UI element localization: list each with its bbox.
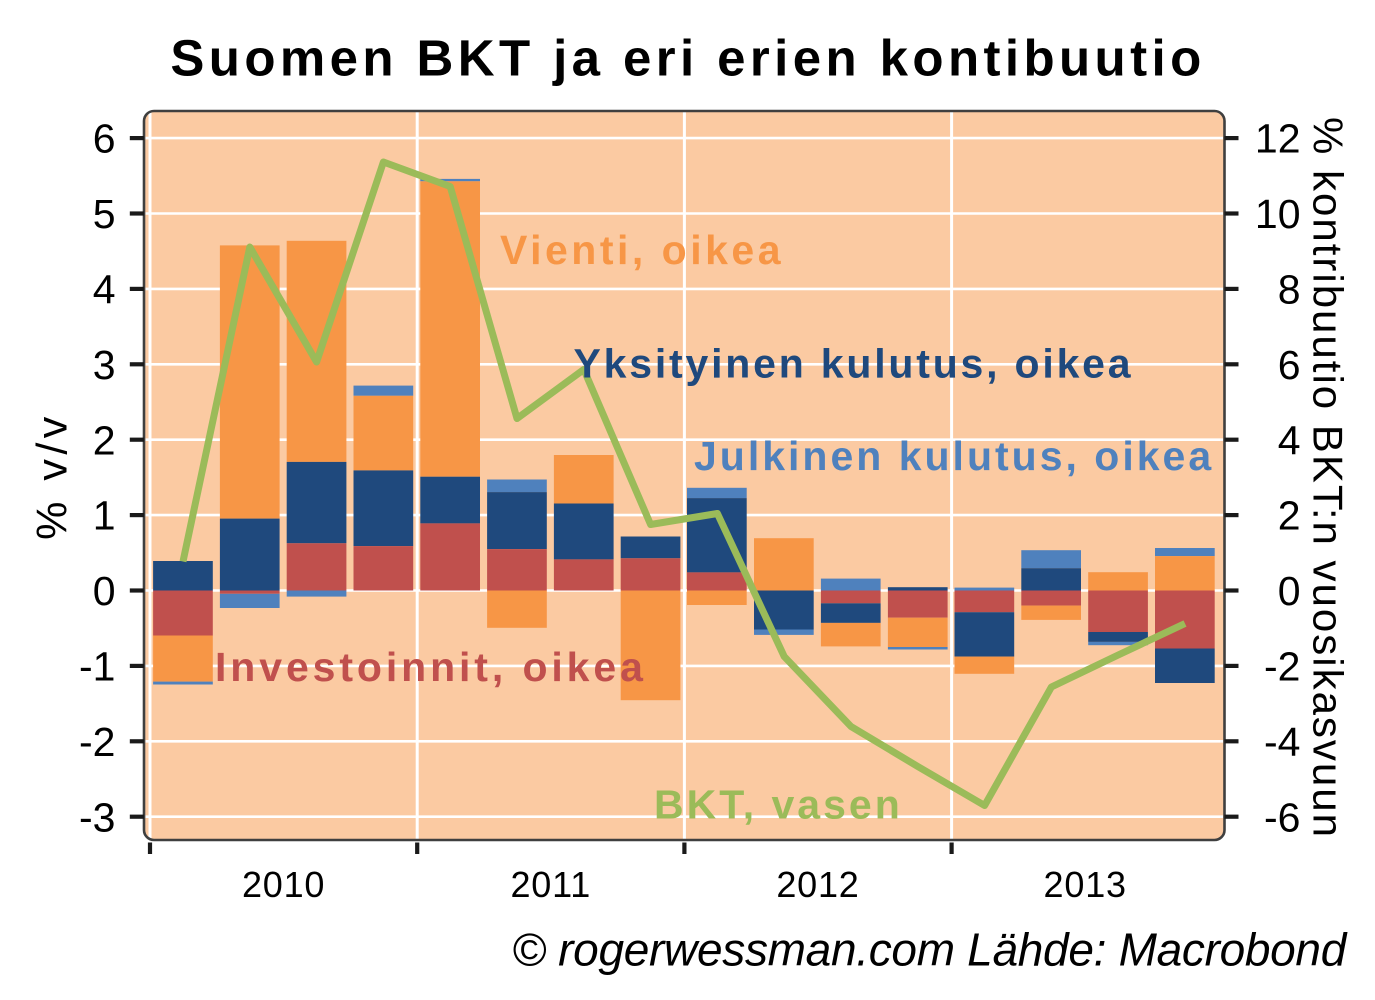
- svg-text:2012: 2012: [776, 864, 859, 905]
- svg-text:-4: -4: [1264, 719, 1300, 765]
- svg-text:© rogerwessman.com Lähde: Macr: © rogerwessman.com Lähde: Macrobond: [512, 924, 1348, 976]
- svg-text:% kontribuutio BKT:n vuosikasv: % kontribuutio BKT:n vuosikasvuun: [1305, 117, 1352, 839]
- svg-text:% v/v: % v/v: [29, 412, 77, 540]
- svg-text:6: 6: [1278, 342, 1301, 388]
- svg-text:Investoinnit, oikea: Investoinnit, oikea: [215, 644, 647, 690]
- svg-text:6: 6: [93, 116, 116, 162]
- svg-text:-3: -3: [79, 794, 115, 840]
- svg-text:5: 5: [93, 191, 116, 237]
- svg-text:0: 0: [93, 568, 116, 614]
- svg-text:3: 3: [93, 342, 116, 388]
- svg-text:Suomen BKT ja eri erien kontib: Suomen BKT ja eri erien kontibuutio: [170, 30, 1205, 87]
- svg-text:Vienti, oikea: Vienti, oikea: [500, 227, 784, 273]
- svg-text:-6: -6: [1264, 794, 1300, 840]
- svg-text:-1: -1: [79, 644, 115, 690]
- svg-text:12: 12: [1255, 116, 1301, 162]
- svg-text:2: 2: [1278, 493, 1301, 539]
- svg-text:2013: 2013: [1044, 864, 1127, 905]
- svg-text:1: 1: [93, 493, 116, 539]
- svg-text:BKT, vasen: BKT, vasen: [654, 782, 903, 828]
- svg-text:Yksityinen kulutus, oikea: Yksityinen kulutus, oikea: [574, 341, 1134, 387]
- svg-text:10: 10: [1255, 191, 1301, 237]
- svg-text:0: 0: [1278, 568, 1301, 614]
- svg-text:-2: -2: [1264, 644, 1300, 690]
- svg-text:-2: -2: [79, 719, 115, 765]
- svg-text:2011: 2011: [510, 864, 591, 905]
- svg-text:4: 4: [1278, 417, 1301, 463]
- svg-text:4: 4: [93, 267, 116, 313]
- svg-text:Julkinen kulutus, oikea: Julkinen kulutus, oikea: [694, 433, 1214, 479]
- svg-text:8: 8: [1278, 267, 1301, 313]
- svg-text:2010: 2010: [242, 864, 325, 905]
- svg-text:2: 2: [93, 417, 116, 463]
